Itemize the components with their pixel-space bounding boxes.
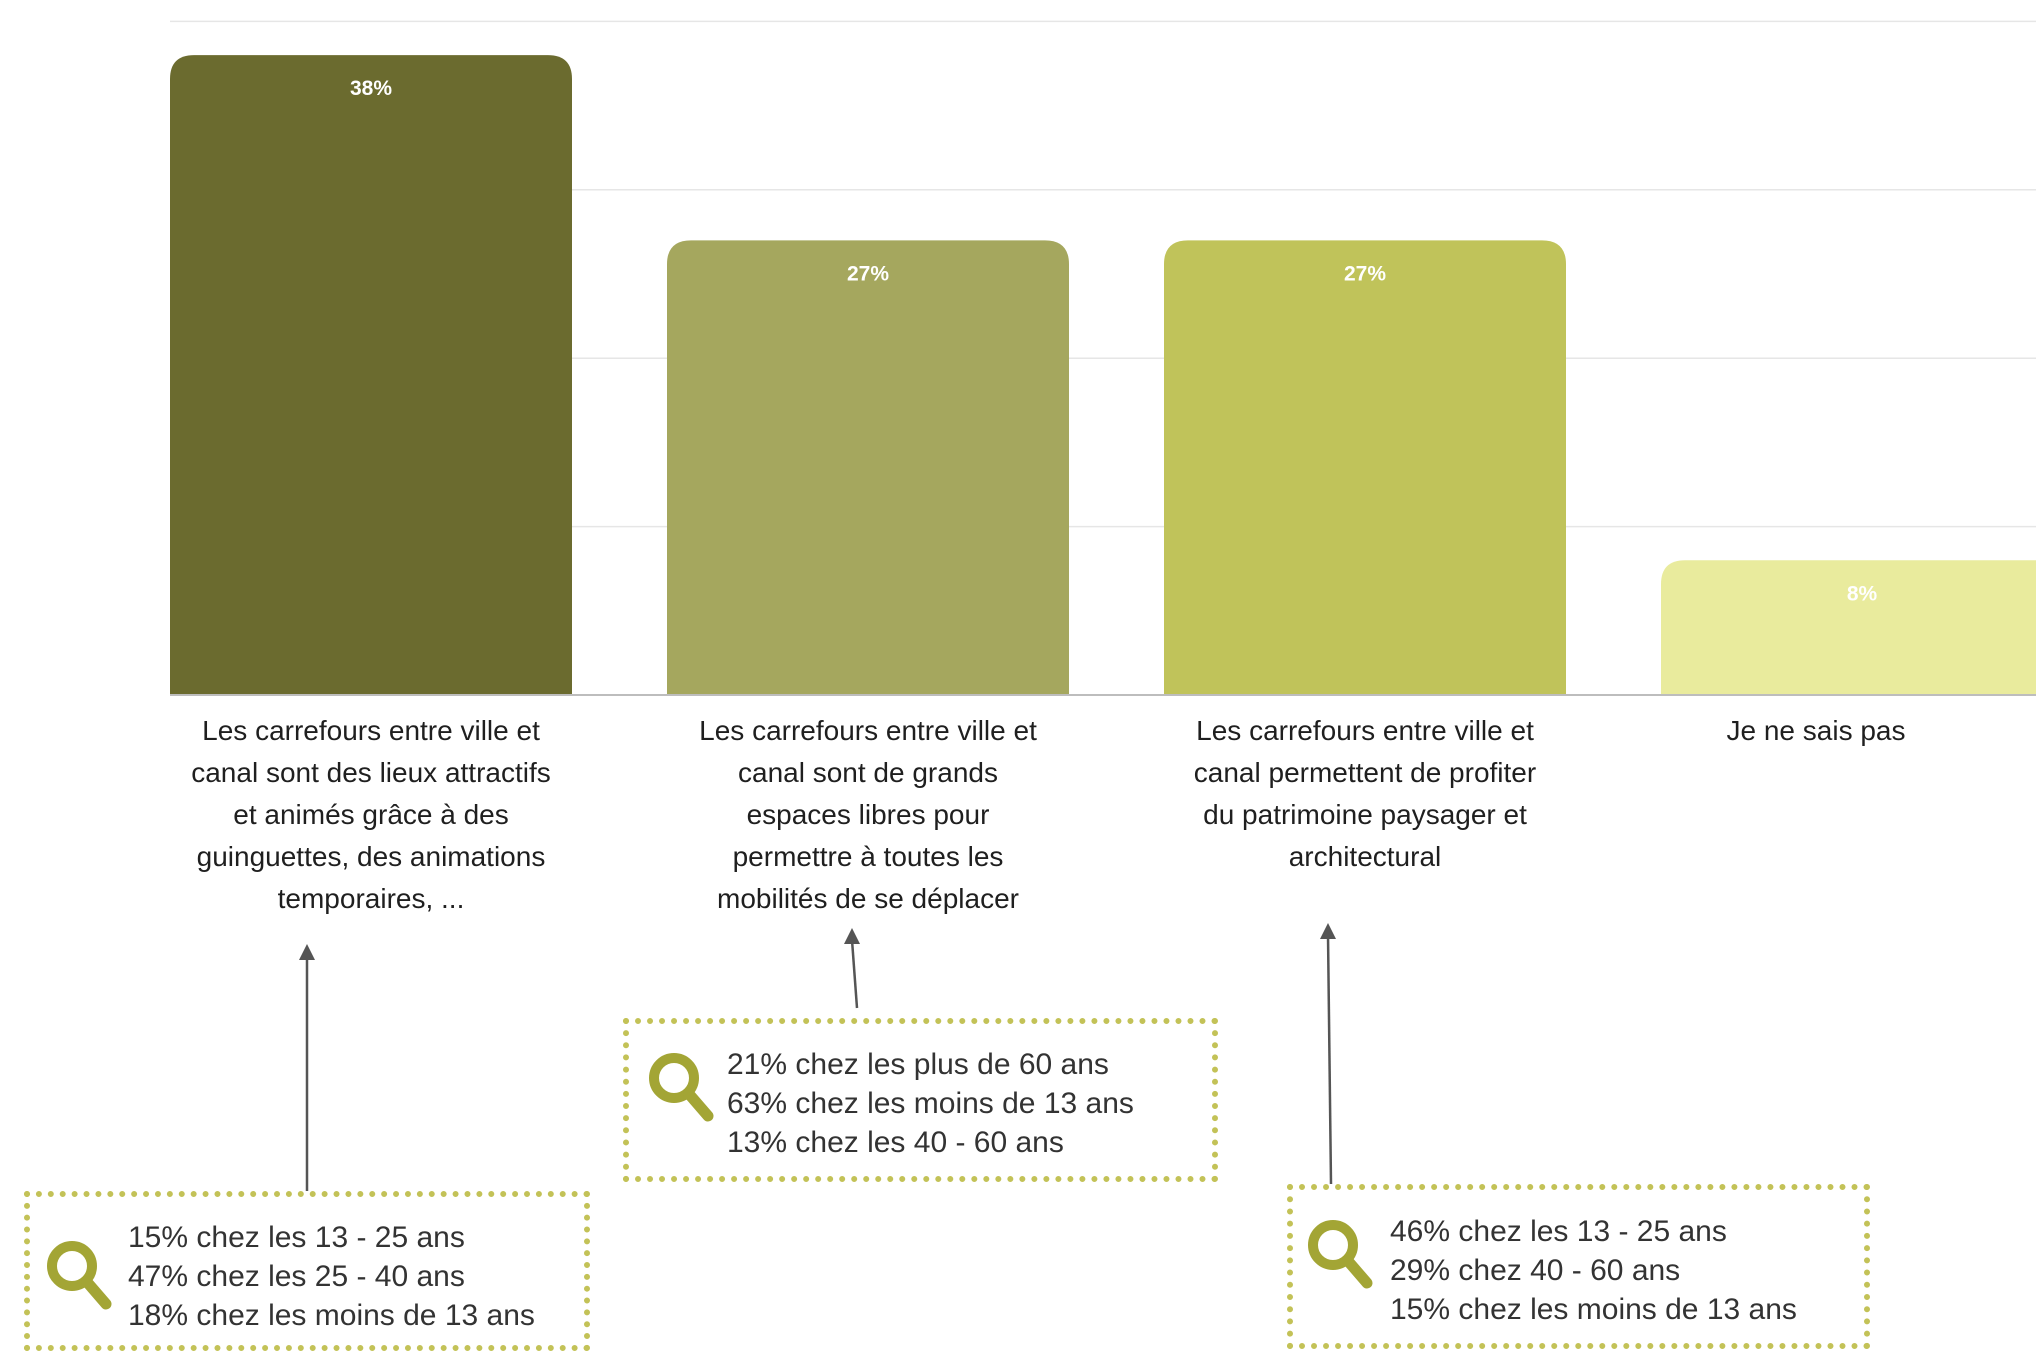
annotation-arrow-3	[1326, 934, 1333, 1185]
annotation-arrows	[299, 923, 1336, 1191]
annotation-1-line-2: 47% chez les 25 - 40 ans	[128, 1260, 465, 1293]
value-labels: 38% 27% 27% 8%	[350, 77, 1878, 605]
annotation-arrow-2	[850, 939, 859, 1009]
annotation-3-line-1: 46% chez les 13 - 25 ans	[1390, 1215, 1727, 1248]
annotation-3-line-2: 29% chez 40 - 60 ans	[1390, 1254, 1681, 1287]
category-label-3: Les carrefours entre ville et canal perme…	[1145, 710, 1585, 878]
annotation-box-3	[1287, 1184, 1870, 1349]
category-label-line: permettre à toutes les	[732, 841, 1004, 872]
bar-4	[1661, 560, 2036, 695]
category-label-line: mobilités de se déplacer	[717, 883, 1019, 914]
annotation-arrowhead-2	[844, 928, 860, 944]
annotation-box-1	[24, 1191, 590, 1351]
category-label-line: Je ne sais pas	[1726, 715, 1906, 746]
annotation-2-line-3: 13% chez les 40 - 60 ans	[727, 1126, 1064, 1159]
category-label-line: Les carrefours entre ville et	[1196, 715, 1534, 746]
category-label-line: canal permettent de profiter	[1193, 757, 1537, 788]
annotation-arrowhead-3	[1320, 923, 1336, 939]
category-label-line: et animés grâce à des	[233, 799, 509, 830]
category-label-line: architectural	[1288, 841, 1442, 872]
magnifier-icon	[649, 1053, 714, 1122]
annotation-box-2	[623, 1018, 1218, 1182]
magnifier-icon	[47, 1241, 112, 1310]
bar-value-label-2: 27%	[847, 262, 889, 285]
magnifier-icon	[1308, 1220, 1373, 1289]
category-label-4: Je ne sais pas	[1596, 710, 2036, 752]
category-label-line: espaces libres pour	[746, 799, 990, 830]
category-label-1: Les carrefours entre ville et canal sont …	[151, 710, 591, 920]
bar-value-label-4: 8%	[1847, 582, 1878, 605]
category-label-2: Les carrefours entre ville et canal sont …	[648, 710, 1088, 920]
annotation-3-line-3: 15% chez les moins de 13 ans	[1390, 1293, 1797, 1326]
annotation-1-line-3: 18% chez les moins de 13 ans	[128, 1299, 535, 1332]
bar-value-label-1: 38%	[350, 77, 392, 100]
bar-value-label-3: 27%	[1344, 262, 1386, 285]
bars	[170, 55, 2036, 695]
category-label-line: canal sont des lieux attractifs	[191, 757, 551, 788]
category-label-line: canal sont de grands	[738, 757, 998, 788]
bar-3	[1164, 240, 1566, 695]
category-label-line: temporaires, ...	[277, 883, 465, 914]
category-label-line: Les carrefours entre ville et	[699, 715, 1037, 746]
annotation-2-line-2: 63% chez les moins de 13 ans	[727, 1087, 1134, 1120]
bar-2	[667, 240, 1069, 695]
annotation-arrowhead-1	[299, 944, 315, 960]
annotation-2-line-1: 21% chez les plus de 60 ans	[727, 1048, 1109, 1081]
category-label-line: Les carrefours entre ville et	[202, 715, 540, 746]
bar-1	[170, 55, 572, 695]
category-label-line: du patrimoine paysager et	[1203, 799, 1527, 830]
annotation-1-line-1: 15% chez les 13 - 25 ans	[128, 1221, 465, 1254]
category-label-line: guinguettes, des animations	[196, 841, 546, 872]
